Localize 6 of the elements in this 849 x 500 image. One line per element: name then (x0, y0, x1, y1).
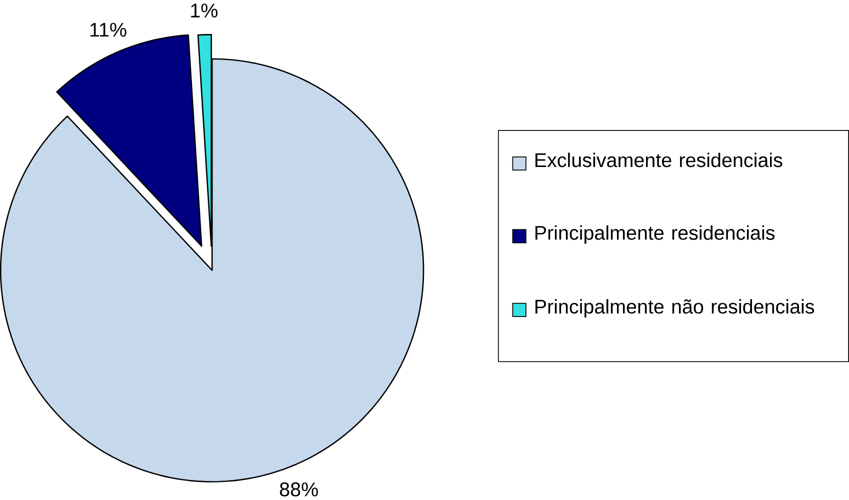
data-label: 11% (90, 22, 126, 37)
legend-label: Exclusivamente residenciais (535, 152, 782, 168)
data-label: 88% (280, 482, 318, 496)
legend-label: Principalmente não residenciais (535, 299, 814, 318)
data-label: 1% (191, 4, 218, 18)
legend-label: Principalmente residenciais (535, 225, 775, 244)
